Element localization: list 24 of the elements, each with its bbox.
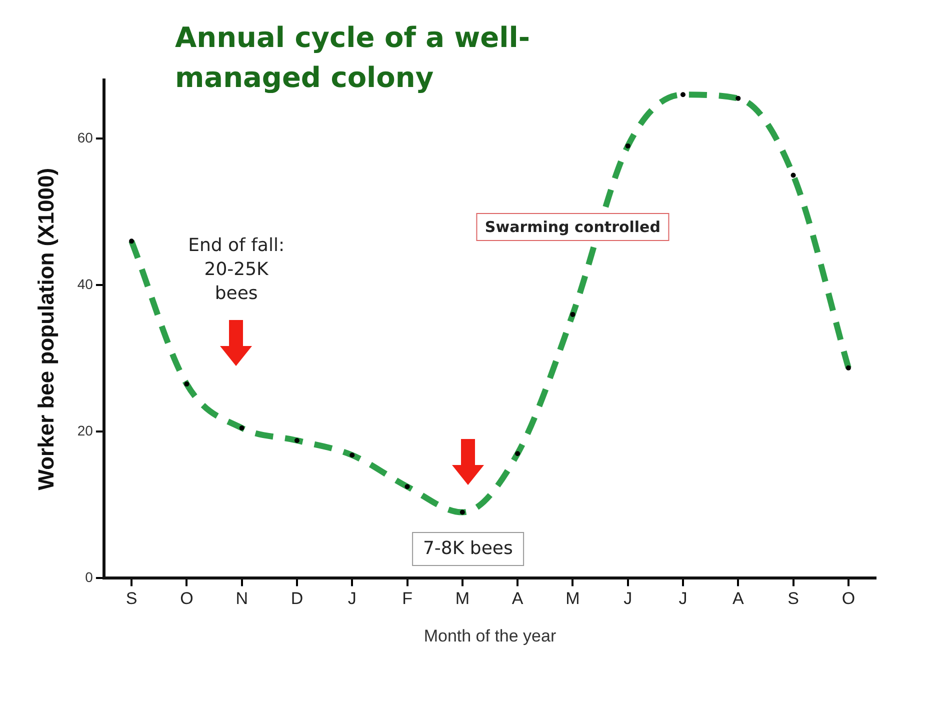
x-tick-label: S xyxy=(788,589,799,608)
y-tick-label: 60 xyxy=(77,129,94,146)
y-tick-label: 40 xyxy=(77,276,94,292)
x-tick-label: A xyxy=(732,589,744,608)
x-tick-label: M xyxy=(455,589,470,608)
annotation: 7-8K bees xyxy=(412,532,524,566)
x-tick-label: S xyxy=(126,589,138,608)
x-tick-label: O xyxy=(842,589,856,608)
x-tick-label: J xyxy=(678,589,688,608)
x-tick-label: N xyxy=(236,589,248,608)
x-tick-label: J xyxy=(348,589,356,608)
annotation: Swarming controlled xyxy=(476,212,670,241)
y-tick-label: 20 xyxy=(77,422,94,439)
x-tick-label: F xyxy=(402,589,412,608)
y-axis-title: Worker bee population (X1000) xyxy=(33,168,58,490)
annotation: End of fall: 20-25K bees xyxy=(187,234,286,306)
chart-title: Annual cycle of a well-managed colony xyxy=(175,20,531,96)
x-tick-label: D xyxy=(290,589,304,608)
x-tick-label: J xyxy=(624,589,632,608)
x-tick-label: O xyxy=(180,589,194,608)
x-tick-label: M xyxy=(566,589,580,608)
y-tick-label: 0 xyxy=(85,569,94,586)
x-tick-label: A xyxy=(512,589,524,608)
x-axis-title: Month of the year xyxy=(424,626,556,646)
